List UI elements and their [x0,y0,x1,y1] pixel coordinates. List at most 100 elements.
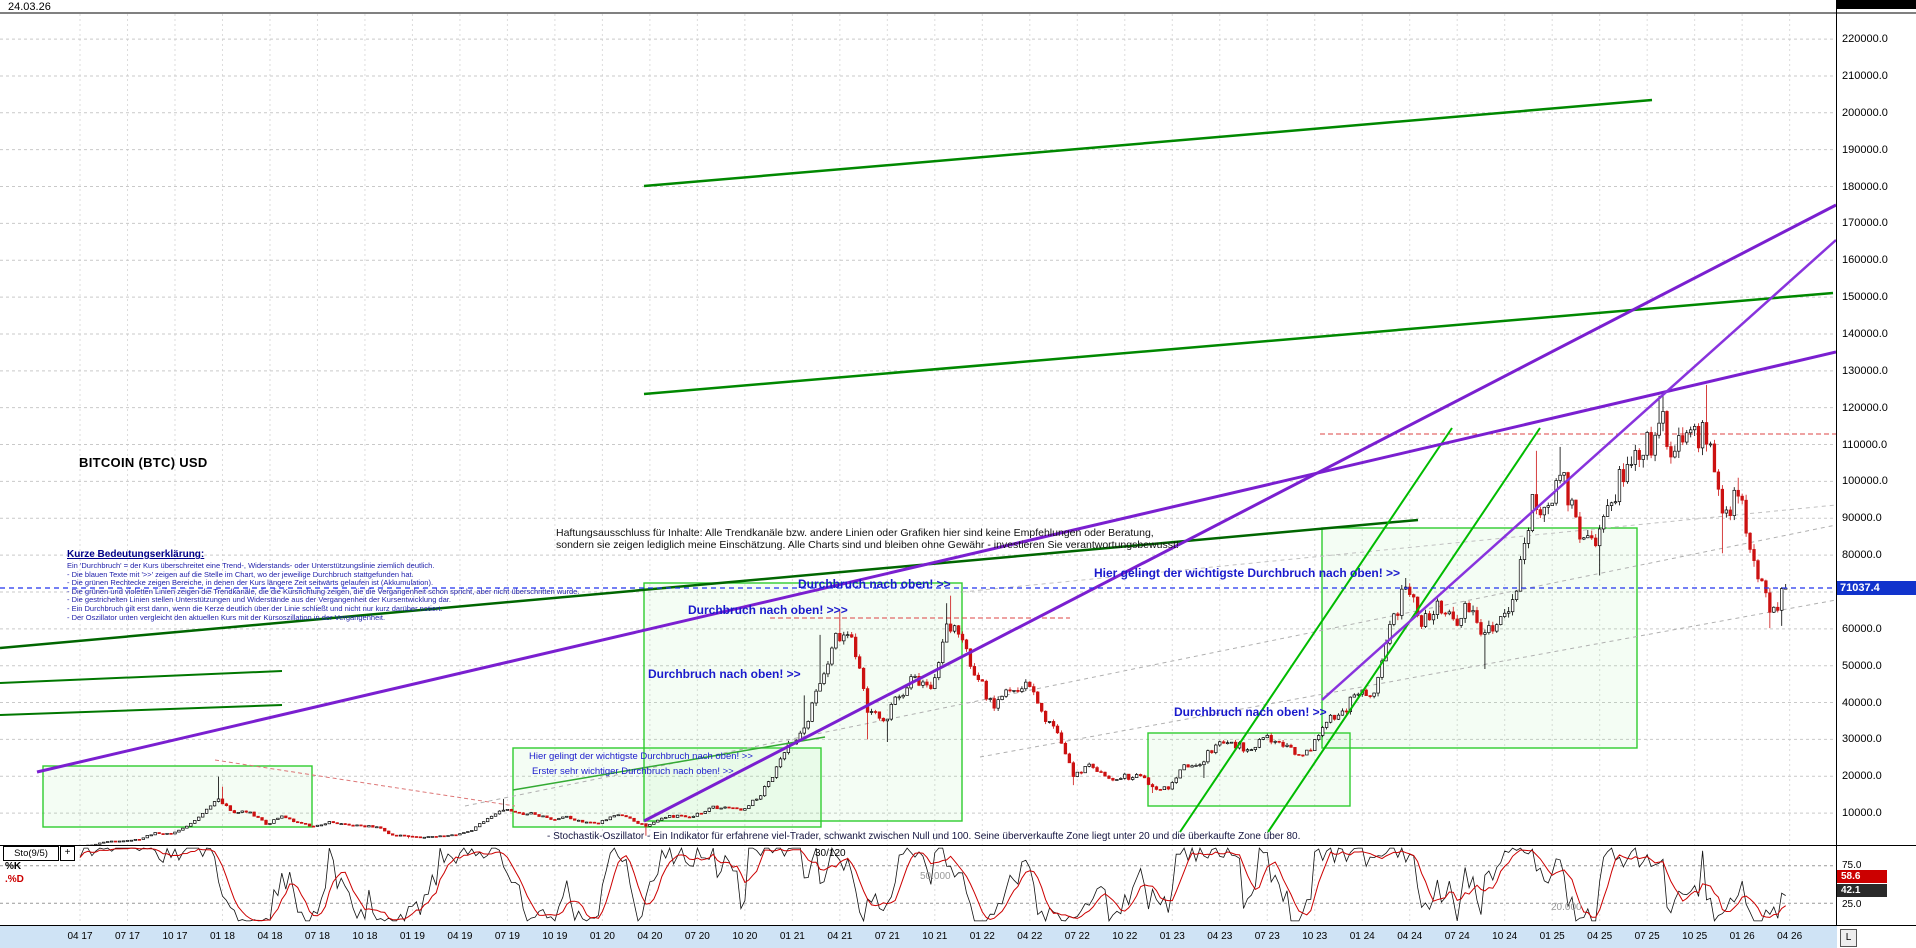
breakout-annotation: Hier gelingt der wichtigste Durchbruch n… [1094,566,1401,580]
date-axis-label: 10 17 [162,931,188,942]
date-axis-label: 04 18 [257,931,283,942]
date-axis-label: 01 23 [1159,931,1185,942]
price-axis-label: 130000.0 [1842,364,1888,377]
stochastic-d-value-badge: 58.6 [1837,870,1887,883]
date-axis-label: 04 26 [1777,931,1803,942]
price-axis-label: 90000.0 [1842,512,1882,525]
price-axis[interactable]: 220000.0 210000.0 200000.0 190000.0 180000.0… [1837,0,1916,948]
gridlines [0,14,1836,922]
price-axis-label: 100000.0 [1842,475,1888,488]
date-axis-label: 01 25 [1539,931,1565,942]
price-axis-label: 10000.0 [1842,807,1882,820]
date-axis-label: 07 17 [114,931,140,942]
date-axis-label: 01 19 [399,931,425,942]
price-axis-label: 50000.0 [1842,659,1882,672]
symbol-title: BITCOIN (BTC) USD [79,455,208,470]
date-axis-label: 07 23 [1254,931,1280,942]
legend-line: - Die grünen und violetten Linien zeigen… [67,586,580,596]
date-axis-label: 07 22 [1064,931,1090,942]
osc-upper-scale-label: 75.0 [1842,860,1862,871]
disclaimer: Haftungsausschluss für Inhalte: Alle Tre… [556,527,1179,551]
price-axis-label: 180000.0 [1842,180,1888,193]
disclaimer-line-1: Haftungsausschluss für Inhalte: Alle Tre… [556,527,1154,539]
date-axis-label: 07 19 [494,931,520,942]
date-axis-label: 10 23 [1302,931,1328,942]
price-axis-label: 30000.0 [1842,733,1882,746]
price-axis-label: 120000.0 [1842,401,1888,414]
date-axis-label: 01 21 [779,931,805,942]
price-axis-label: 170000.0 [1842,217,1888,230]
oscillator-note: - Stochastik-Oszillator - Ein Indikator … [547,831,1301,842]
breakout-annotation: Hier gelingt der wichtigste Durchbruch n… [529,751,753,762]
stochastic-k-value-badge: 42.1 [1837,884,1887,897]
date-axis-label: 04 20 [637,931,663,942]
date-axis-label: 07 20 [684,931,710,942]
price-axis-label: 80000.0 [1842,549,1882,562]
date-axis-label: 04 22 [1017,931,1043,942]
price-axis-label: 210000.0 [1842,69,1888,82]
legend-line: - Die blauen Texte mit '>>' zeigen auf d… [67,569,414,579]
price-axis-label: 140000.0 [1842,327,1888,340]
accumulation-boxes [42,527,1638,828]
date-axis[interactable]: 04 17 07 17 10 17 01 18 04 18 07 18 10 18 01 19… [0,926,1837,948]
date-axis-label: 01 20 [589,931,615,942]
top-right-strip [1837,0,1916,9]
indicator-expand-button[interactable]: + [60,846,75,861]
trend-lines [0,98,1836,833]
date-axis-label: 01 18 [209,931,235,942]
date-axis-label: 10 20 [732,931,758,942]
scale-watermark: 20.000 [1551,902,1582,913]
candles-layer [86,384,1788,845]
corner-l-button[interactable]: L [1840,929,1857,947]
date-axis-label: 04 19 [447,931,473,942]
legend-line: - Die grünen Rechtecke zeigen Bereiche, … [67,578,434,588]
date-axis-label: 04 25 [1587,931,1613,942]
date-axis-label: 07 21 [874,931,900,942]
date-axis-label: 07 18 [304,931,330,942]
osc-lower-scale-label: 25.0 [1842,899,1862,910]
date-axis-label: 01 26 [1729,931,1755,942]
scale-watermark: 50.000 [920,871,951,882]
date-axis-label: 04 17 [67,931,93,942]
date-axis-label: 07 24 [1444,931,1470,942]
legend-line: Ein 'Durchbruch' = der Kurs überschreite… [67,561,435,570]
indicator-settings-button[interactable]: Sto(9/5) [3,846,59,861]
date-axis-label: 10 22 [1112,931,1138,942]
price-axis-label: 40000.0 [1842,696,1882,709]
date-axis-label: 01 22 [969,931,995,942]
price-axis-label: 200000.0 [1842,106,1888,119]
price-axis-label: 190000.0 [1842,143,1888,156]
legend-line: - Der Oszillator unten vergleicht den ak… [67,612,386,622]
disclaimer-line-2: sondern sie zeigen lediglich meine Einsc… [556,539,1179,551]
breakout-annotation: Durchbruch nach oben! >> [648,667,801,681]
date-axis-label: 04 21 [827,931,853,942]
legend-lines: Ein 'Durchbruch' = der Kurs überschreite… [67,561,627,622]
date-axis-label: 01 24 [1349,931,1375,942]
date-axis-label: 10 21 [922,931,948,942]
legend-title: Kurze Bedeutungserklärung: [67,549,205,560]
price-axis-label: 220000.0 [1842,33,1888,46]
date-axis-label: 04 24 [1397,931,1423,942]
date-axis-label: 10 18 [352,931,378,942]
price-axis-label: 110000.0 [1842,438,1888,451]
date-axis-label: 10 24 [1492,931,1518,942]
price-axis-label: 60000.0 [1842,622,1882,635]
breakout-annotation: Durchbruch nach oben! >> [798,577,951,591]
date-axis-label: 10 19 [542,931,568,942]
date-axis-label: 07 25 [1634,931,1660,942]
stochastic-d-label: .%D [5,874,24,885]
breakout-annotation: Durchbruch nach oben! >>> [688,603,848,617]
stochastic-k-label: %K [5,861,22,872]
stochastic-plot [79,847,1786,922]
legend-line: - Ein Durchbruch gilt erst dann, wenn di… [67,603,443,613]
current-price-badge: 71037.4 [1837,581,1916,595]
price-axis-label: 20000.0 [1842,770,1882,783]
date-axis-label: 10 25 [1682,931,1708,942]
chart-date-label: 24.03.26 [8,1,51,13]
breakout-annotation: Erster sehr wichtiger Durchbruch nach ob… [532,766,734,777]
price-axis-label: 160000.0 [1842,254,1888,267]
breakout-annotation: Durchbruch nach oben! >> [1174,705,1327,719]
